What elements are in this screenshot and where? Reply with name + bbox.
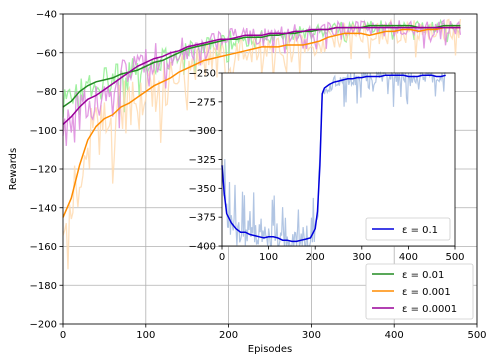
raw-line-2: [62, 18, 462, 146]
inset-x-tick-label-0: 0: [219, 252, 225, 263]
x-tick-label-5: 500: [467, 330, 486, 341]
legend-label-eps-0-0001: ε = 0.0001: [402, 304, 457, 315]
y-tick-label-0: −200: [30, 320, 57, 331]
inset-y-tick-label-5: −275: [189, 97, 216, 108]
y-tick-label-2: −160: [30, 242, 57, 253]
series-line-1: [62, 26, 461, 218]
inset-y-tick-label-1: −375: [189, 213, 216, 224]
y-tick-label-3: −140: [30, 203, 57, 214]
inset-series-line-0: [221, 74, 446, 243]
inset-y-tick-label-3: −325: [189, 155, 216, 166]
inset-background: [222, 73, 455, 246]
x-axis-label: Episodes: [248, 344, 292, 355]
inset-x-tick-label-3: 300: [352, 252, 371, 263]
inset-ticks: 0 100 200 300 400 500 −400 −375 −350 −325 −300 −275…: [189, 69, 465, 264]
inset-x-tick-label-1: 100: [259, 252, 278, 263]
x-tick-label-4: 400: [385, 330, 404, 341]
inset-y-tick-label-4: −300: [189, 126, 216, 137]
x-tick-label-2: 200: [219, 330, 238, 341]
inset-series: [221, 74, 446, 243]
y-tick-label-1: −180: [30, 281, 57, 292]
inset-y-tick-label-6: −250: [189, 69, 216, 80]
inset-x-tick-label-5: 500: [445, 252, 464, 263]
inset-chart: 0 100 200 300 400 500 −400 −375 −350 −325 −300 −275…: [189, 69, 465, 264]
main-series: [62, 24, 461, 218]
y-axis-label: Rewards: [8, 148, 19, 190]
inset-legend-label: ε = 0.1: [402, 225, 438, 236]
y-tick-label-6: −80: [36, 87, 57, 98]
inset-legend: ε = 0.1: [365, 217, 451, 241]
x-tick-label-0: 0: [60, 330, 66, 341]
legend-label-eps-0-01: ε = 0.01: [402, 270, 444, 281]
y-tick-label-7: −60: [36, 48, 57, 59]
inset-x-tick-label-4: 400: [399, 252, 418, 263]
series-line-2: [62, 26, 461, 125]
inset-y-tick-label-0: −400: [189, 242, 216, 253]
main-legend-box: [365, 263, 474, 320]
legend-label-eps-0-001: ε = 0.001: [402, 287, 451, 298]
inset-y-tick-label-2: −350: [189, 184, 216, 195]
y-tick-label-4: −120: [30, 165, 57, 176]
y-tick-label-8: −40: [36, 10, 57, 21]
inset-x-tick-label-2: 200: [306, 252, 325, 263]
x-tick-label-3: 300: [302, 330, 321, 341]
main-legend: ε = 0.01 ε = 0.001 ε = 0.0001: [365, 263, 474, 320]
x-tick-label-1: 100: [136, 330, 155, 341]
y-tick-label-5: −100: [30, 126, 57, 137]
main-ticks: 0 100 200 300 400 500 −200 −180 −160 −140 −120 −100…: [30, 10, 487, 342]
inset-legend-box: [365, 217, 451, 241]
